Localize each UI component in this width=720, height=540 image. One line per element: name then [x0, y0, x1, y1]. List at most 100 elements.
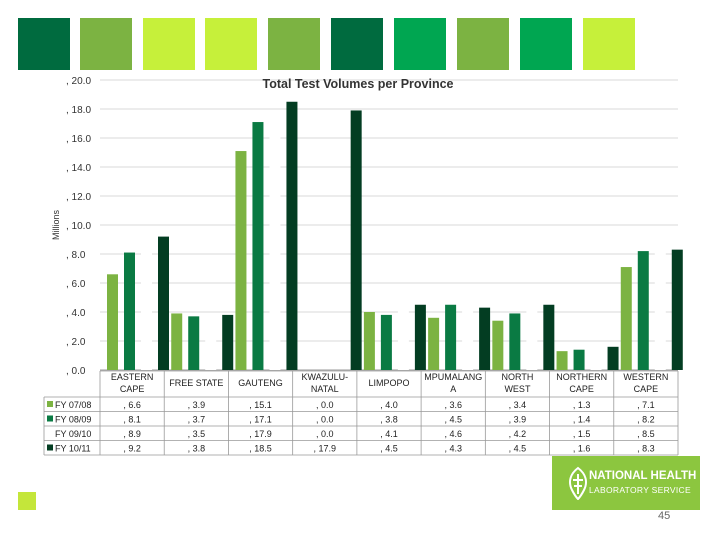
bar [543, 304, 555, 370]
data-value-label: , 8.1 [123, 415, 141, 425]
category-label: NORTHERN [556, 372, 607, 382]
category-label: EASTERN [111, 372, 154, 382]
bar [445, 304, 457, 370]
y-tick-label: , 0.0 [66, 366, 86, 377]
data-value-label: , 3.5 [188, 429, 206, 439]
logo-line-2: LABORATORY SERVICE [589, 485, 691, 495]
data-value-label: , 1.6 [573, 444, 591, 454]
test-volume-chart: , 0.0 , 2.0 , 4.0 , 6.0 , 8.0 , 10.0 , 12.0 , 1… [43, 76, 683, 456]
header-tile-8 [457, 18, 509, 70]
data-value-label: , 15.1 [249, 400, 272, 410]
legend-label: FY 09/10 [55, 429, 91, 439]
data-value-label: , 6.6 [123, 400, 141, 410]
y-tick-label: , 10.0 [66, 221, 91, 232]
bar [205, 319, 217, 370]
legend-swatch [47, 444, 53, 451]
bar [158, 236, 169, 370]
logo-line-1: NATIONAL HEALTH [589, 470, 697, 482]
bar [171, 313, 183, 370]
legend-label: FY 07/08 [55, 400, 91, 410]
data-value-label: , 4.6 [444, 429, 462, 439]
data-value-label: , 3.9 [509, 415, 527, 425]
y-tick-label: , 14.0 [66, 163, 91, 174]
data-value-label: , 1.5 [573, 429, 591, 439]
category-label: MPUMALANG [424, 372, 482, 382]
legend-swatch [47, 401, 53, 407]
data-value-label: , 4.5 [444, 415, 462, 425]
header-tile-1 [18, 18, 70, 70]
data-value-label: , 3.7 [188, 415, 206, 425]
header-tile-2 [80, 18, 132, 70]
bar [363, 312, 375, 370]
category-label: LIMPOPO [368, 378, 409, 388]
y-axis-label: Millions [51, 210, 61, 241]
category-label: WESTERN [623, 372, 668, 382]
y-tick-label: , 18.0 [66, 105, 91, 116]
y-tick-label: , 8.0 [66, 250, 86, 261]
bar [671, 249, 683, 370]
header-tile-5 [268, 18, 320, 70]
bar [124, 252, 135, 370]
data-value-label: , 4.5 [380, 444, 398, 454]
header-tile-6 [331, 18, 383, 70]
bar [509, 313, 521, 370]
data-value-label: , 1.4 [573, 415, 591, 425]
data-value-label: , 0.0 [316, 415, 334, 425]
bar [462, 303, 474, 370]
y-tick-label: , 20.0 [66, 76, 91, 87]
data-value-label: , 17.1 [249, 415, 272, 425]
header-tile-4 [205, 18, 257, 70]
bar [556, 351, 568, 370]
data-value-label: , 4.2 [509, 429, 527, 439]
data-value-label: , 1.3 [573, 400, 591, 410]
data-value-label: , 17.9 [249, 429, 272, 439]
data-value-label: , 18.5 [249, 444, 272, 454]
category-label: CAPE [120, 384, 145, 394]
bar [107, 274, 118, 370]
legend-swatch [47, 415, 53, 422]
header-tile-7 [394, 18, 446, 70]
data-value-label: , 0.0 [316, 400, 334, 410]
category-label: KWAZULU- [301, 372, 348, 382]
y-tick-label: , 6.0 [66, 279, 86, 290]
y-tick-label: , 4.0 [66, 308, 86, 319]
bar [269, 110, 281, 370]
header-tile-9 [520, 18, 572, 70]
category-label: FREE STATE [169, 378, 223, 388]
legend-label: FY 10/11 [55, 444, 91, 454]
chart-title: Total Test Volumes per Province [262, 77, 453, 91]
data-value-label: , 0.0 [316, 429, 334, 439]
category-label: GAUTENG [238, 378, 283, 388]
data-value-label: , 8.3 [637, 444, 655, 454]
data-value-label: , 3.4 [509, 400, 527, 410]
nhls-emblem-icon [569, 466, 587, 500]
data-value-label: , 3.8 [380, 415, 398, 425]
data-value-label: , 3.8 [188, 444, 206, 454]
bar [188, 316, 200, 370]
bar [380, 314, 392, 370]
page-number: 45 [658, 510, 671, 522]
bar [397, 310, 409, 370]
data-value-label: , 7.1 [637, 400, 655, 410]
category-label: CAPE [569, 384, 594, 394]
header-tile-10 [583, 18, 635, 70]
data-value-label: , 9.2 [123, 444, 141, 454]
data-value-label: , 3.9 [188, 400, 206, 410]
data-value-label: , 8.2 [637, 415, 655, 425]
legend-label: FY 08/09 [55, 415, 91, 425]
category-label: NORTH [502, 372, 534, 382]
category-label: NATAL [311, 384, 339, 394]
bar [235, 151, 247, 370]
bar [350, 110, 362, 370]
bar [620, 267, 632, 370]
bar [526, 309, 538, 370]
data-value-label: , 8.9 [123, 429, 141, 439]
bar [414, 304, 426, 370]
data-value-label: , 4.0 [380, 400, 398, 410]
bar [607, 346, 619, 370]
data-value-label: , 17.9 [314, 444, 337, 454]
data-value-label: , 3.6 [444, 400, 462, 410]
legend-swatch [46, 429, 54, 437]
bar [428, 317, 440, 370]
bar [222, 314, 234, 370]
